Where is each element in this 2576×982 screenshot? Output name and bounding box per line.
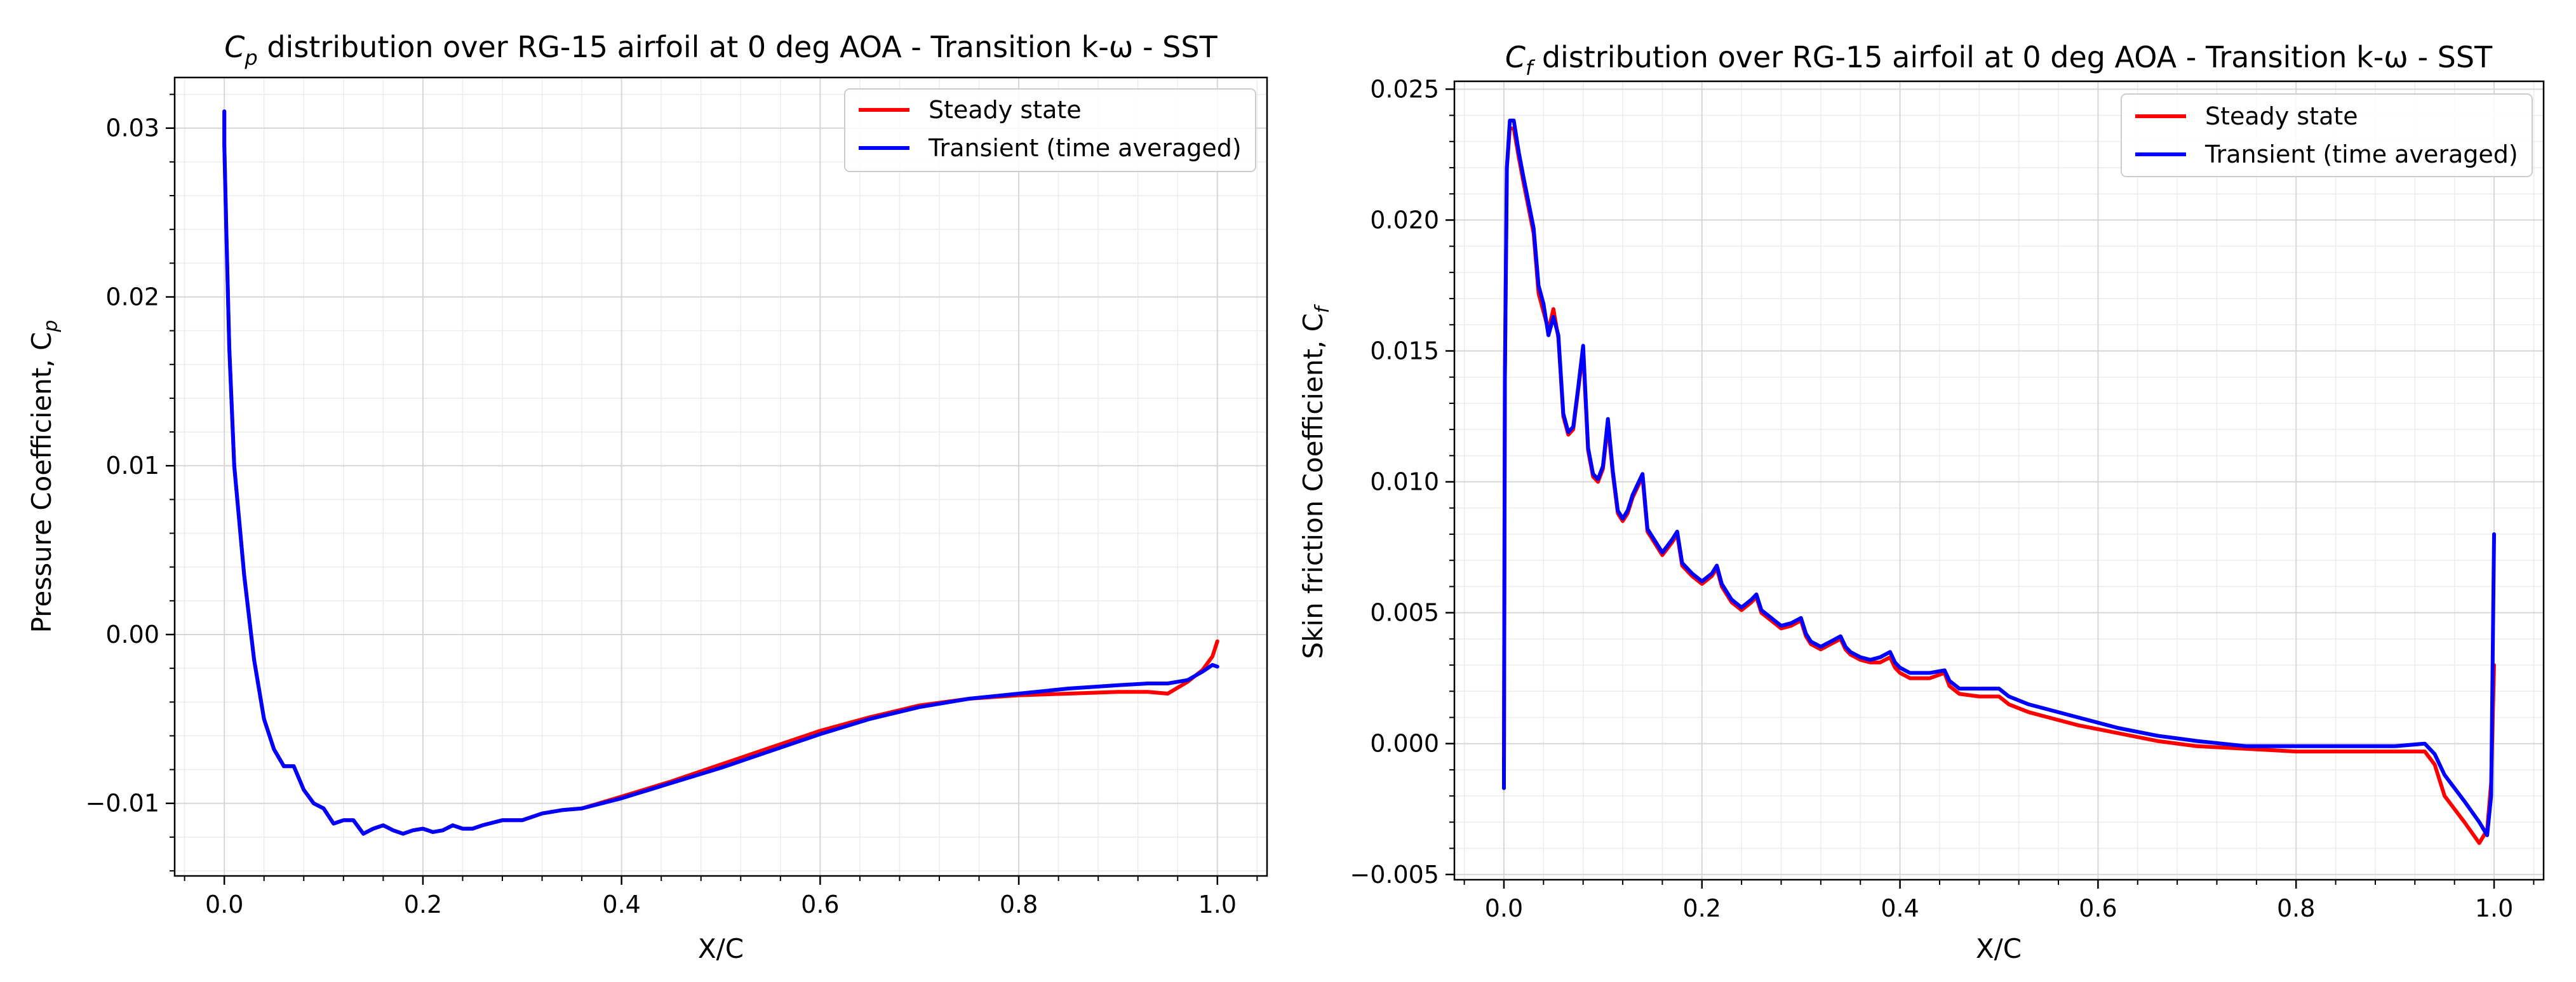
cf-y-tick-label: 0.020	[1370, 206, 1439, 234]
cp-chart-title: Cp distribution over RG-15 airfoil at 0 …	[224, 30, 1218, 70]
cp-legend-label-transient: Transient (time averaged)	[928, 134, 1242, 162]
cp-legend: Steady state Transient (time averaged)	[844, 88, 1256, 172]
cf-y-tick-label: 0.000	[1370, 730, 1439, 758]
cp-x-tick-label: 1.0	[1198, 891, 1237, 918]
cp-chart: Cp distribution over RG-15 airfoil at 0 …	[26, 30, 1268, 964]
cf-x-tick-label: 1.0	[2475, 894, 2513, 922]
cf-y-tick-label: 0.005	[1370, 599, 1439, 627]
cp-legend-box	[844, 88, 1256, 172]
cf-y-tick-label: 0.025	[1370, 75, 1439, 103]
cf-series-transient-line	[1502, 118, 2496, 837]
cp-y-tick-label: 0.03	[105, 114, 159, 142]
cp-legend-label-steady: Steady state	[929, 96, 1082, 124]
cf-grid	[1454, 81, 2544, 880]
cp-plot-lines	[222, 109, 1219, 836]
cp-x-tick-label: 0.8	[1000, 891, 1038, 918]
cp-x-tick-label: 0.2	[404, 891, 442, 918]
cf-x-axis: 0.0 0.2 0.4 0.6 0.8 1.0	[1463, 880, 2535, 922]
cf-chart: Cf distribution over RG-15 airfoil at 0 …	[1298, 40, 2545, 964]
cf-x-tick-label: 0.6	[2079, 894, 2117, 922]
cp-x-axis: 0.0 0.2 0.4 0.6 0.8 1.0	[184, 876, 1258, 918]
cp-plot-frame	[173, 76, 1268, 877]
cf-legend: Steady state Transient (time averaged)	[2121, 93, 2533, 177]
cp-y-tick-label: 0.02	[105, 283, 159, 311]
cf-x-tick-label: 0.8	[2277, 894, 2315, 922]
cf-x-tick-label: 0.2	[1683, 894, 1721, 922]
cp-x-tick-label: 0.0	[205, 891, 243, 918]
cf-x-tick-label: 0.0	[1485, 894, 1523, 922]
cp-y-axis: −0.01 0.00 0.01 0.02 0.03	[86, 93, 175, 872]
cp-y-tick-label: 0.01	[105, 452, 159, 480]
cp-y-tick-label: 0.00	[105, 621, 159, 649]
cf-plot-lines	[1502, 118, 2496, 845]
cf-x-tick-label: 0.4	[1881, 894, 1919, 922]
cf-y-tick-label: −0.005	[1350, 861, 1439, 889]
cf-plot-frame	[1453, 80, 2545, 881]
cp-y-tick-label: −0.01	[86, 790, 159, 817]
cf-legend-label-transient: Transient (time averaged)	[2204, 140, 2518, 168]
cf-y-axis-label: Skin friction Coefficient, Cf	[1298, 304, 1334, 659]
cf-chart-title: Cf distribution over RG-15 airfoil at 0 …	[1505, 40, 2493, 80]
cf-x-axis-label: X/C	[1976, 933, 2022, 964]
cp-y-axis-label: Pressure Coefficient, Cp	[26, 320, 62, 633]
cp-x-tick-label: 0.4	[602, 891, 640, 918]
cp-series-transient-line	[222, 109, 1219, 836]
cf-y-tick-label: 0.010	[1370, 468, 1439, 496]
cf-legend-label-steady: Steady state	[2205, 102, 2358, 130]
cp-x-axis-label: X/C	[698, 933, 744, 964]
cf-y-axis: −0.005 0.000 0.005 0.010 0.015 0.020 0.025	[1350, 75, 1454, 889]
cf-y-tick-label: 0.015	[1370, 337, 1439, 365]
cf-legend-box	[2121, 93, 2533, 177]
cp-x-tick-label: 0.6	[801, 891, 839, 918]
